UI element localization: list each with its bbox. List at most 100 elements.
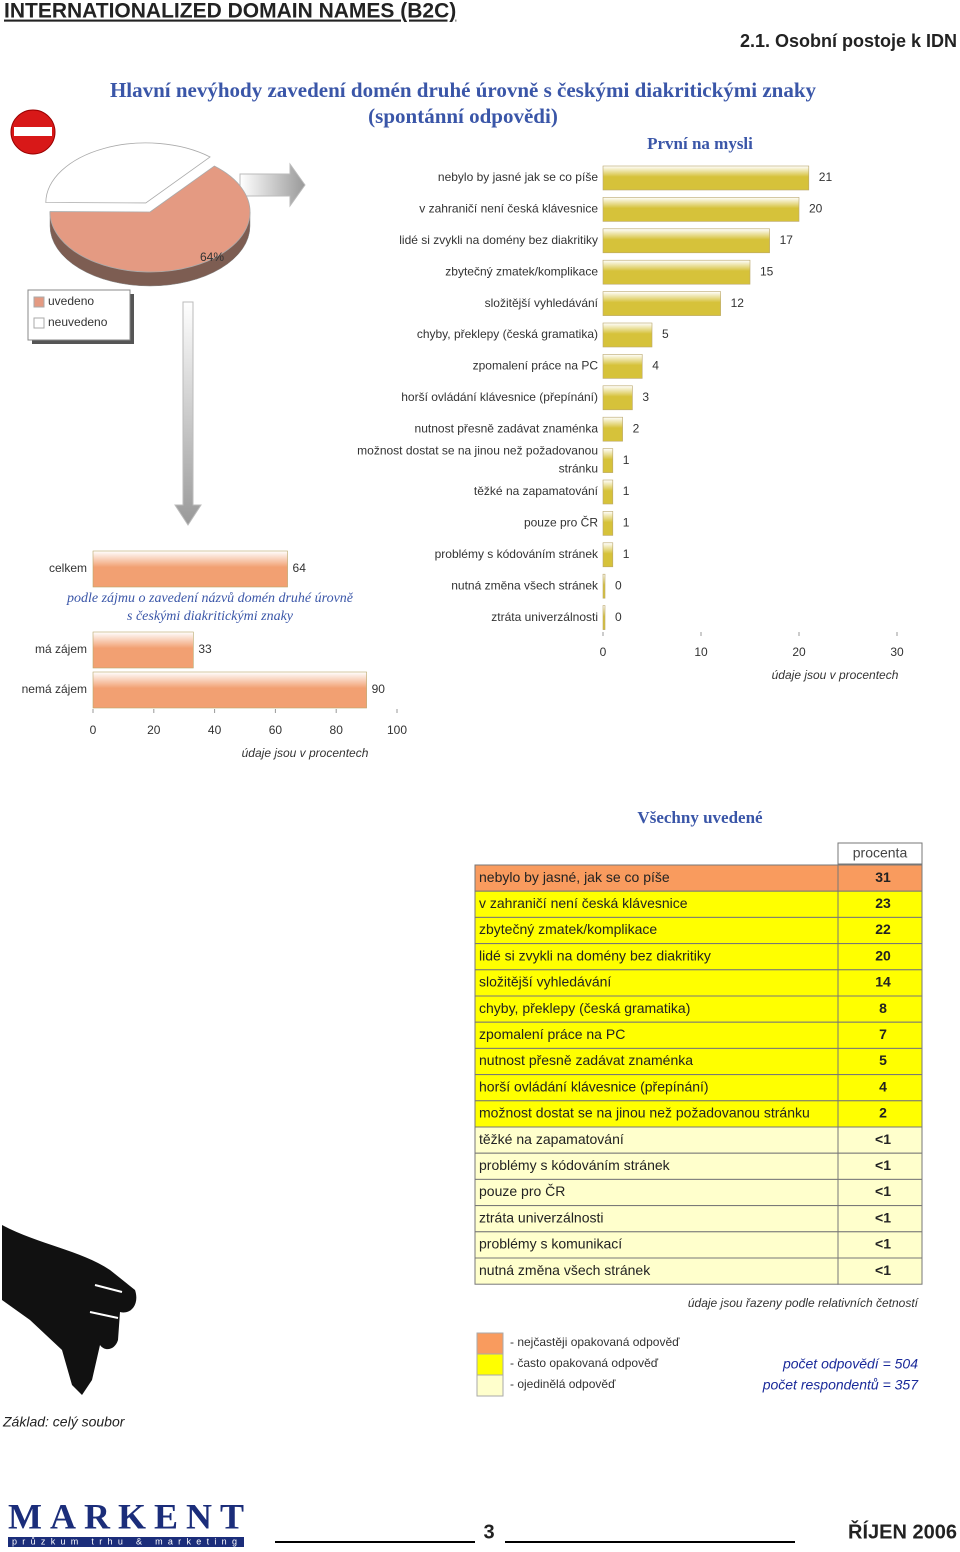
table-cell — [837, 1152, 923, 1180]
legend-box — [27, 289, 131, 341]
logo-band — [8, 1537, 244, 1547]
value-label: 12 — [731, 296, 745, 310]
logo: MARKENT — [8, 1496, 244, 1536]
legend-label: - ojedinělá odpověď — [510, 1377, 616, 1391]
bar — [602, 259, 751, 285]
row-value: <1 — [875, 1262, 891, 1278]
value-label: 1 — [623, 453, 630, 467]
value-label: 0 — [615, 578, 622, 592]
value-label: 33 — [198, 642, 212, 656]
legend-label: - často opakovaná odpověď — [510, 1356, 659, 1370]
legend-swatch — [33, 317, 45, 329]
row-value: <1 — [875, 1183, 891, 1199]
category-label: pouze pro ČR — [524, 515, 598, 530]
note: počet odpovědí = 504 — [782, 1356, 918, 1372]
x-tick-label: 20 — [147, 723, 161, 737]
table-cell — [837, 969, 923, 997]
category-label: lidé si zvykli na domény bez diakritiky — [399, 233, 598, 247]
header-title: INTERNATIONALIZED DOMAIN NAMES (B2C) — [4, 0, 456, 23]
value-label: 2 — [633, 421, 640, 435]
category-label: možnost dostat se na jinou než požadovan… — [357, 444, 598, 476]
value-label: 4 — [652, 359, 659, 373]
page-number: 3 — [483, 1521, 494, 1543]
arrow-down — [174, 301, 202, 526]
value-label: 17 — [780, 233, 794, 247]
section-title: 2.1. Osobní postoje k IDN — [740, 31, 957, 51]
note: Základ: celý soubor — [2, 1414, 126, 1430]
legend-swatch — [476, 1353, 504, 1376]
value-label: 90 — [372, 682, 386, 696]
main-subtitle: (spontánní odpovědi) — [368, 104, 558, 128]
x-tick-label: 10 — [694, 645, 708, 659]
x-tick-label: 80 — [330, 723, 344, 737]
legend-label: - nejčastěji opakovaná odpověď — [510, 1335, 680, 1349]
row-value: 23 — [875, 895, 891, 911]
row-value: 4 — [879, 1078, 887, 1094]
pie-slice — [45, 142, 211, 204]
value-label: 64 — [293, 561, 307, 575]
row-label: nebylo by jasné, jak se co píše — [479, 869, 670, 885]
row-value: 5 — [879, 1052, 887, 1068]
x-tick-label: 20 — [792, 645, 806, 659]
x-tick-label: 0 — [90, 723, 97, 737]
row-value: <1 — [875, 1236, 891, 1252]
row-value: 20 — [875, 947, 891, 963]
row-label: zpomalení práce na PC — [479, 1026, 625, 1042]
row-label: nutnost přesně zadávat znaménka — [479, 1052, 693, 1068]
bar — [602, 354, 643, 379]
table-cell — [474, 1047, 839, 1076]
row-label: problémy s komunikací — [479, 1236, 622, 1252]
bar — [92, 631, 194, 669]
row-value: 22 — [875, 921, 891, 937]
bar — [602, 416, 623, 442]
table-cell — [837, 995, 923, 1023]
x-tick-label: 100 — [387, 723, 407, 737]
value-label: 1 — [623, 547, 630, 561]
row-label: ztráta univerzálnosti — [479, 1209, 604, 1225]
value-label: 21 — [819, 170, 833, 184]
row-value: 7 — [879, 1026, 887, 1042]
x-tick-label: 30 — [890, 645, 904, 659]
category-label: zpomalení práce na PC — [473, 359, 599, 373]
bar — [602, 605, 606, 630]
row-label: lidé si zvykli na domény bez diakritiky — [479, 947, 711, 963]
row-label: zbytečný zmatek/komplikace — [479, 921, 657, 937]
legend-label: neuvedeno — [48, 315, 108, 329]
bar — [602, 322, 653, 348]
row-label: v zahraničí není česká klávesnice — [479, 895, 688, 911]
category-label: v zahraničí není česká klávesnice — [419, 202, 598, 216]
table-cell — [837, 1021, 923, 1049]
value-label: 3 — [642, 390, 649, 404]
x-tick-label: 40 — [208, 723, 222, 737]
category-label: nutnost přesně zadávat znaménka — [415, 421, 599, 435]
table-cell — [474, 1205, 839, 1233]
table-cell — [474, 969, 839, 997]
bar — [602, 573, 606, 599]
table-cell — [837, 1074, 923, 1102]
table-cell — [837, 1257, 923, 1285]
logo-sub: průzkum trhu & marketing — [12, 1536, 240, 1546]
category-label: těžké na zapamatování — [474, 484, 599, 498]
row-value: 31 — [875, 869, 891, 885]
bar — [602, 448, 614, 473]
table-cell — [837, 916, 923, 945]
category-label: zbytečný zmatek/komplikace — [445, 264, 598, 278]
pie-label: 64% — [200, 250, 224, 264]
annotation: podle zájmu o zavedení názvů domén druhé… — [66, 591, 354, 624]
row-value: <1 — [875, 1157, 891, 1173]
bar — [602, 385, 633, 411]
table-cell — [474, 1021, 839, 1049]
table-title: Všechny uvedené — [637, 808, 763, 827]
table-cell — [837, 1231, 923, 1259]
table-cell — [837, 864, 923, 892]
note: údaje jsou řazeny podle relativních četn… — [688, 1296, 920, 1310]
value-label: 0 — [615, 610, 622, 624]
table-cell — [474, 995, 839, 1023]
row-value: 8 — [879, 1000, 887, 1016]
value-label: 1 — [623, 516, 630, 530]
row-label: nutná změna všech stránek — [479, 1262, 651, 1278]
table-cell — [837, 1126, 923, 1154]
row-value: <1 — [875, 1209, 891, 1225]
value-label: 20 — [809, 202, 823, 216]
